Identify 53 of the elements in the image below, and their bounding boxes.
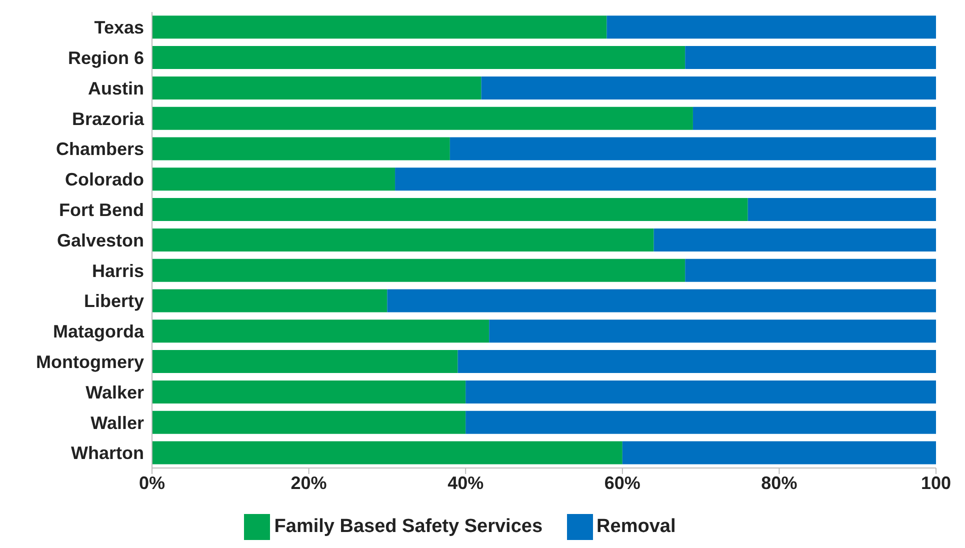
bar [152, 16, 607, 39]
x-tick-label: 60% [604, 472, 640, 493]
bar [489, 320, 936, 343]
y-tick-label: Austin [88, 78, 144, 98]
bar [481, 76, 936, 100]
bar [152, 380, 466, 404]
bar [606, 16, 936, 39]
x-tick-label: 100 [920, 472, 952, 493]
y-tick-label: Matagorda [52, 322, 145, 342]
bar [692, 106, 936, 130]
bar [748, 198, 936, 222]
y-tick-label: Texas [94, 18, 144, 38]
y-tick-label: Region 6 [68, 48, 144, 68]
bar [152, 320, 490, 343]
bar [152, 410, 466, 434]
bar [685, 258, 936, 282]
bar [152, 168, 396, 191]
bar [387, 289, 936, 312]
y-tick-label: Liberty [84, 291, 144, 312]
y-tick-label: Colorado [65, 170, 144, 190]
y-tick-label: Brazoria [72, 108, 145, 129]
y-tick-label: Fort Bend [59, 200, 144, 220]
y-tick-label: Waller [90, 412, 144, 433]
x-tick-label: 0% [138, 472, 166, 493]
y-tick-label: Montogmery [36, 352, 144, 372]
bar [395, 168, 936, 191]
bar [152, 76, 482, 100]
bar [152, 46, 686, 70]
bar [152, 350, 458, 374]
legend-label: Removal [596, 516, 676, 538]
bar [152, 137, 450, 160]
y-tick-label: Walker [86, 382, 144, 402]
y-tick-label: Galveston [56, 230, 144, 250]
bar [152, 289, 388, 312]
legend-label: Family Based Safety Services [274, 516, 543, 538]
y-tick-label: Wharton [71, 443, 144, 464]
bar [622, 441, 936, 464]
x-tick-label: 80% [761, 472, 798, 493]
bar [152, 441, 622, 464]
bar [466, 410, 936, 434]
x-tick-label: 40% [448, 472, 484, 493]
bar [152, 198, 748, 222]
bar [458, 350, 936, 374]
bar [152, 106, 693, 130]
bar [152, 228, 654, 252]
y-tick-label: Harris [92, 260, 144, 281]
bar [466, 380, 936, 404]
x-tick-label: 20% [290, 472, 327, 493]
bar [685, 46, 936, 70]
y-tick-label: Chambers [56, 139, 144, 160]
bar [450, 137, 936, 160]
bar [654, 228, 936, 252]
bar [152, 258, 686, 282]
